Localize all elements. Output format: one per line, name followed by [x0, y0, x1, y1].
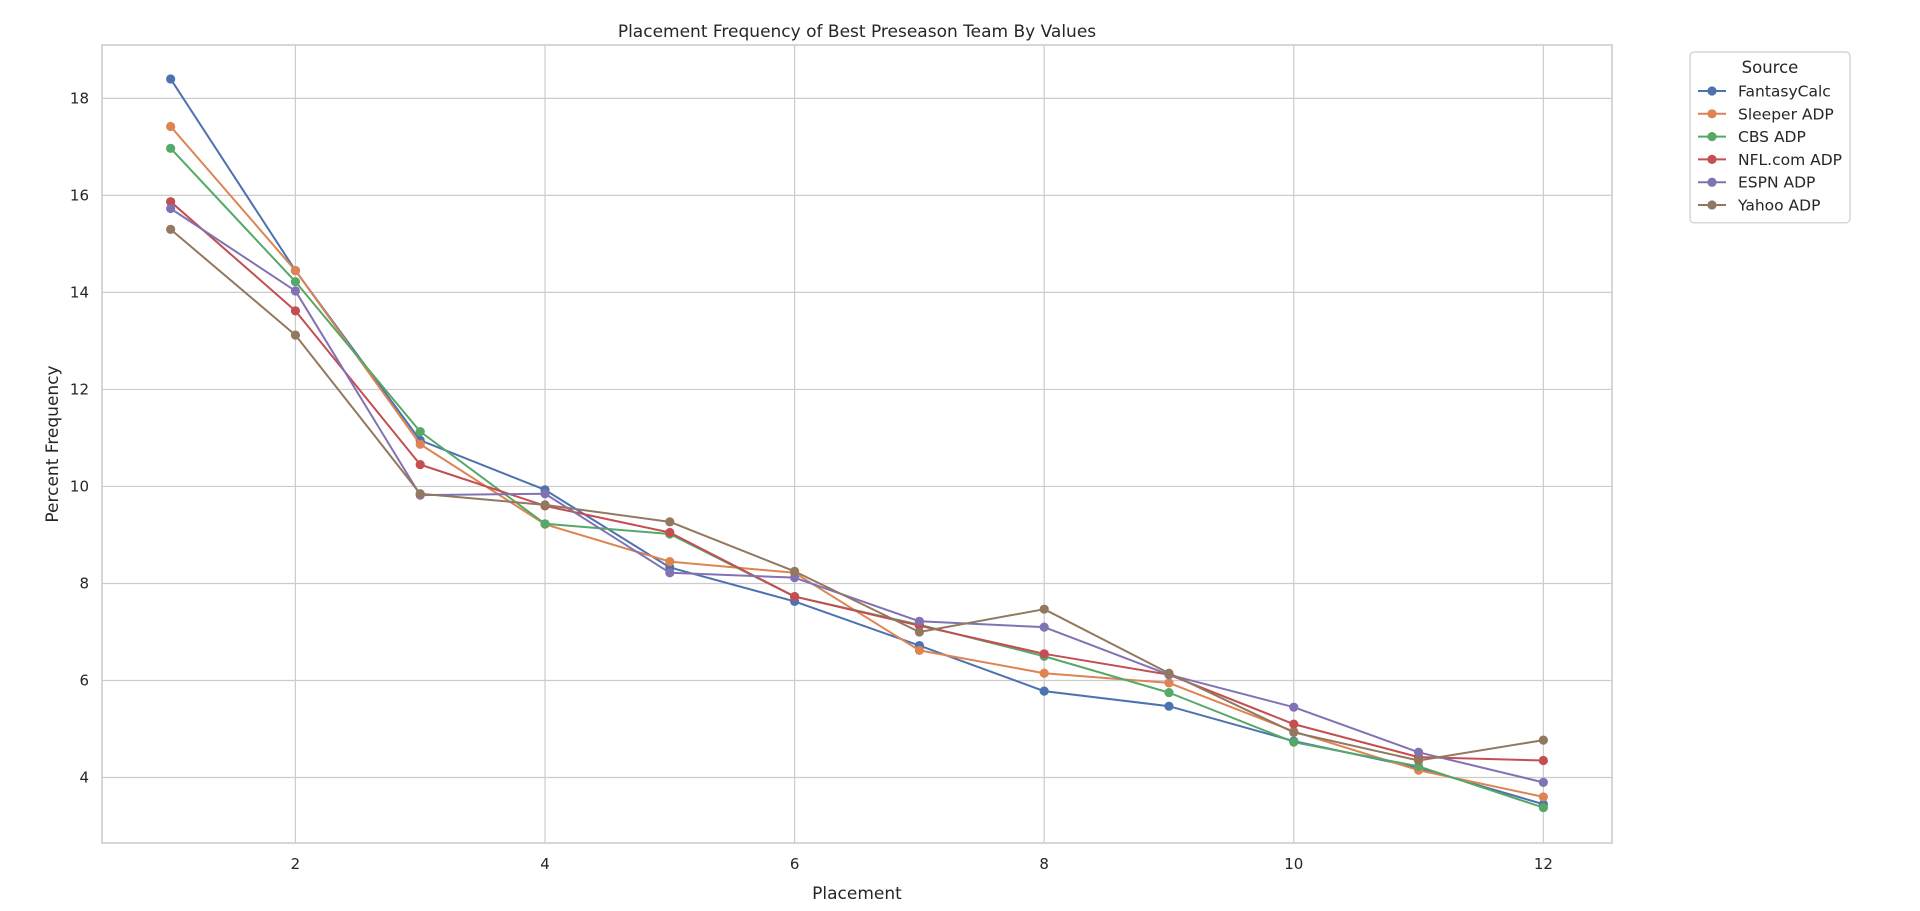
data-point	[540, 519, 550, 529]
series-line	[169, 200, 1544, 762]
data-point	[665, 568, 675, 578]
x-tick-label: 8	[1039, 855, 1049, 873]
data-point	[290, 277, 301, 287]
data-point	[166, 121, 176, 132]
data-point	[1289, 702, 1299, 712]
legend-swatch-marker	[1707, 177, 1717, 187]
y-tick-label: 14	[70, 283, 89, 301]
data-point	[166, 197, 176, 207]
data-point	[790, 573, 800, 583]
data-point	[914, 645, 924, 656]
data-point	[1413, 747, 1424, 757]
y-tick-label: 6	[79, 671, 89, 689]
data-point	[1538, 792, 1548, 802]
legend-swatch-marker	[1707, 132, 1717, 142]
data-point	[415, 439, 425, 449]
data-point	[415, 460, 425, 470]
data-point	[290, 330, 301, 340]
y-tick-label: 10	[70, 477, 89, 495]
data-point	[914, 616, 924, 626]
data-point	[290, 306, 301, 316]
data-point	[1039, 668, 1049, 678]
series-nfl-com-adp	[166, 197, 1548, 766]
legend-title: Source	[1742, 58, 1799, 77]
legend-item: Yahoo ADP	[1698, 197, 1820, 215]
data-point	[790, 566, 800, 576]
data-point	[415, 427, 425, 437]
data-point	[1164, 678, 1174, 688]
y-tick-label: 4	[79, 769, 89, 787]
data-point	[1164, 668, 1174, 678]
data-point	[1039, 604, 1049, 614]
legend-item: FantasyCalc	[1698, 83, 1831, 101]
data-point	[1538, 755, 1548, 766]
data-point	[290, 265, 301, 276]
legend-label: CBS ADP	[1738, 128, 1806, 146]
data-point	[1289, 737, 1299, 747]
legend-item: Sleeper ADP	[1698, 105, 1834, 123]
data-point	[540, 500, 550, 510]
x-axis-ticks: 2 4 6 8 10 12	[291, 855, 1553, 873]
series-yahoo-adp	[166, 224, 1548, 766]
data-point	[1164, 701, 1174, 711]
data-point	[166, 203, 176, 214]
data-point	[1538, 735, 1548, 745]
legend-item: NFL.com ADP	[1698, 151, 1842, 169]
y-tick-label: 18	[70, 89, 89, 107]
y-axis-label: Percent Frequency	[43, 365, 63, 522]
x-tick-label: 4	[540, 855, 550, 873]
data-point	[1164, 688, 1174, 698]
data-point	[540, 489, 550, 499]
data-point	[665, 517, 675, 527]
data-point	[290, 286, 301, 296]
x-tick-label: 2	[291, 855, 301, 873]
legend-swatch-marker	[1707, 109, 1717, 119]
data-point	[1413, 755, 1424, 766]
data-point	[166, 74, 176, 84]
gridlines	[102, 45, 1612, 843]
data-point	[1289, 719, 1299, 729]
legend-label: NFL.com ADP	[1738, 151, 1842, 169]
legend-label: Yahoo ADP	[1737, 197, 1820, 215]
legend-item: CBS ADP	[1698, 128, 1806, 146]
series-line	[169, 228, 1544, 762]
legend-label: FantasyCalc	[1738, 83, 1831, 101]
x-tick-label: 12	[1534, 855, 1553, 873]
legend-box	[1689, 51, 1851, 224]
y-axis-ticks: 4 6 8 10 12 14 16 18	[70, 89, 89, 786]
chart-title: Placement Frequency of Best Preseason Te…	[618, 22, 1096, 42]
legend-item: ESPN ADP	[1698, 174, 1815, 192]
data-point	[1289, 727, 1299, 737]
series-lines	[166, 74, 1548, 813]
data-point	[665, 557, 675, 567]
data-point	[1538, 802, 1548, 813]
legend: Source FantasyCalc Sleeper ADP CBS ADP NFL.c…	[1689, 51, 1851, 224]
legend-swatch-marker	[1707, 86, 1717, 96]
data-point	[665, 527, 675, 538]
data-point	[415, 489, 425, 499]
legend-swatch-marker	[1707, 154, 1717, 164]
data-point	[1538, 777, 1548, 787]
y-tick-label: 8	[79, 574, 89, 592]
data-point	[1039, 649, 1049, 659]
data-point	[1039, 622, 1049, 632]
data-point	[914, 627, 924, 637]
data-point	[166, 224, 176, 234]
legend-label: Sleeper ADP	[1738, 105, 1834, 123]
series-line	[170, 207, 1544, 784]
y-tick-label: 16	[70, 186, 89, 204]
data-point	[166, 143, 176, 153]
legend-label: ESPN ADP	[1738, 174, 1815, 192]
x-axis-label: Placement	[812, 884, 902, 904]
data-point	[1039, 686, 1049, 696]
plot-area-frame	[101, 44, 1613, 844]
x-tick-label: 6	[790, 855, 800, 873]
x-tick-label: 10	[1284, 855, 1303, 873]
data-point	[790, 591, 800, 602]
y-tick-label: 12	[70, 380, 89, 398]
legend-swatch-marker	[1707, 200, 1717, 210]
